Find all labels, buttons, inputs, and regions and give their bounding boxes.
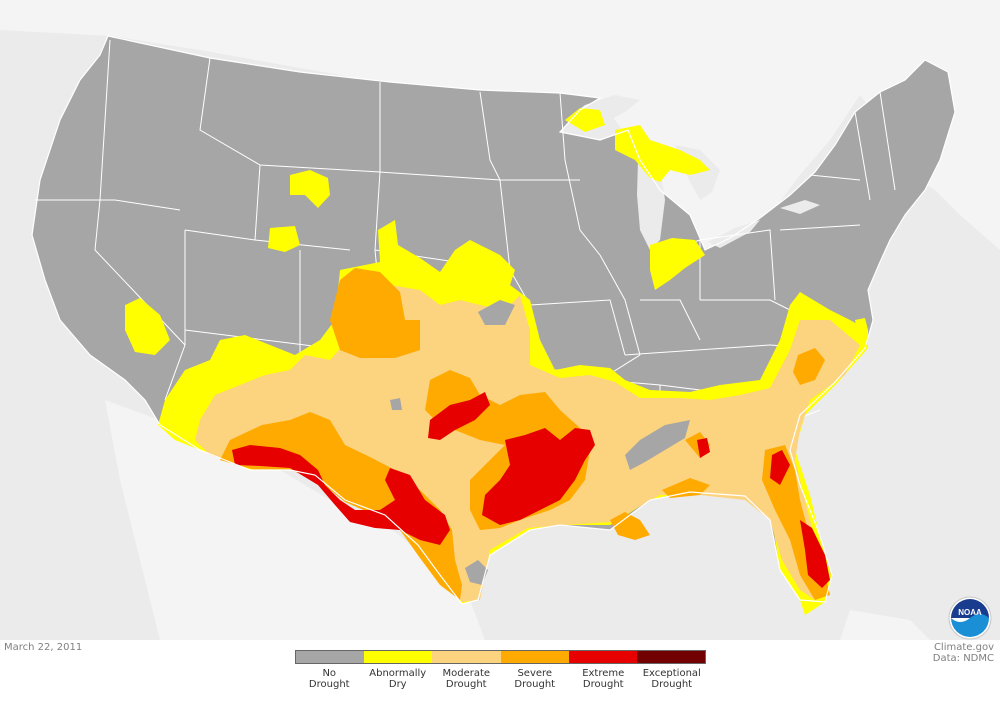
mexico-land bbox=[105, 400, 485, 640]
legend-swatch-no-drought bbox=[296, 651, 365, 663]
legend-label-abnormally-dry: Abnormally Dry bbox=[369, 668, 427, 690]
no-drought-patch-texas-coast bbox=[465, 560, 488, 585]
legend-swatch-extreme-drought bbox=[568, 651, 637, 663]
credit-data-source: Data: NDMC bbox=[932, 653, 994, 664]
legend-swatch-moderate-drought bbox=[432, 651, 501, 663]
caribbean-land bbox=[840, 610, 930, 640]
canada-land bbox=[0, 0, 1000, 250]
conus-outline bbox=[31, 35, 956, 605]
footer: March 22, 2011 Climate.gov Data: NDMC No… bbox=[0, 640, 1000, 704]
no-drought-patch-nm bbox=[390, 398, 402, 410]
drought-map: NOAA bbox=[0, 0, 1000, 640]
legend-swatch-exceptional-drought bbox=[636, 651, 706, 663]
noaa-logo-text: NOAA bbox=[958, 608, 982, 617]
legend-label-no-drought: No Drought bbox=[308, 668, 350, 690]
legend-label-moderate-drought: Moderate Drought bbox=[442, 668, 491, 690]
lake-ontario bbox=[780, 200, 820, 214]
legend-label-extreme-drought: Extreme Drought bbox=[582, 668, 625, 690]
extreme-drought-areas bbox=[232, 392, 830, 588]
legend-swatches bbox=[295, 650, 706, 664]
legend-label-severe-drought: Severe Drought bbox=[514, 668, 556, 690]
legend: No Drought Abnormally Dry Moderate Drought … bbox=[295, 650, 706, 690]
map-date: March 22, 2011 bbox=[4, 642, 83, 653]
legend-labels: No Drought Abnormally Dry Moderate Drought … bbox=[295, 668, 706, 690]
map-svg bbox=[0, 0, 1000, 640]
noaa-logo: NOAA bbox=[948, 596, 992, 640]
no-drought-patch-alabama bbox=[625, 420, 690, 470]
legend-swatch-severe-drought bbox=[500, 651, 569, 663]
legend-label-exceptional-drought: Exceptional Drought bbox=[642, 668, 701, 690]
legend-swatch-abnormally-dry bbox=[364, 651, 433, 663]
credit-site: Climate.gov bbox=[933, 642, 994, 653]
no-drought-patch-kansas bbox=[478, 300, 515, 325]
